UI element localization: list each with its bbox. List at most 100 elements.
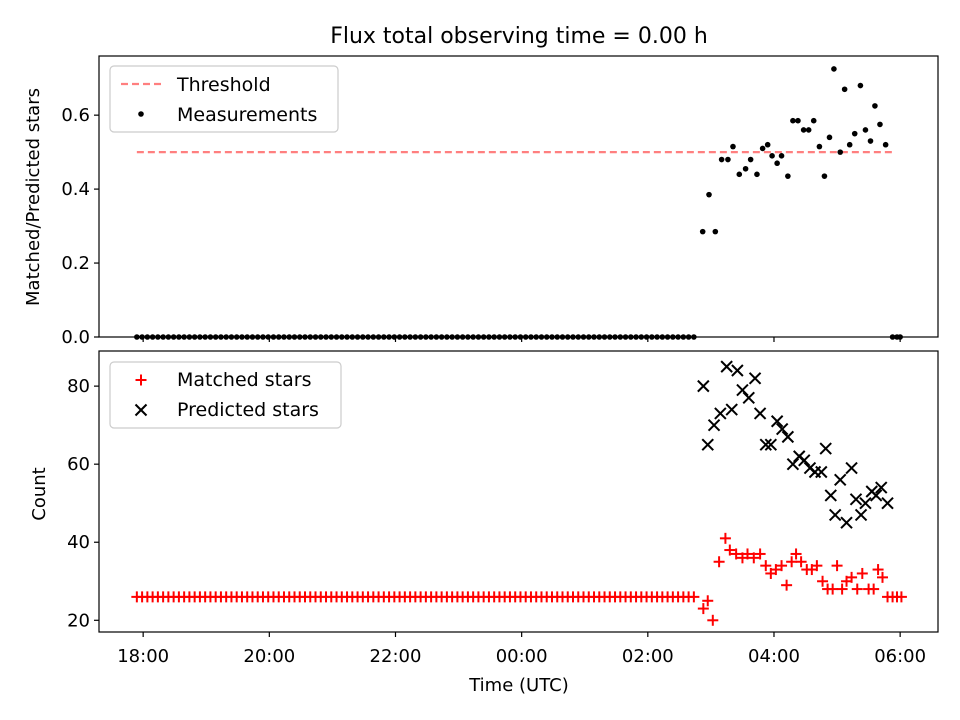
bottom-legend-box xyxy=(109,361,342,429)
predicted-star-point xyxy=(714,407,727,420)
matched-star-point xyxy=(876,571,888,583)
measurement-point xyxy=(778,153,785,159)
legend-matched-stars-label: Matched stars xyxy=(177,369,311,391)
y-tick-label: 0.6 xyxy=(61,105,90,126)
measurement-point xyxy=(706,191,712,198)
measurement-point xyxy=(764,141,771,148)
x-stroke-b xyxy=(834,473,847,486)
predicted-star-point xyxy=(764,438,778,451)
measurement-point xyxy=(851,130,858,137)
predicted-star-point xyxy=(753,407,767,420)
measurement-point xyxy=(699,228,706,235)
matched-star-point xyxy=(811,560,823,572)
x-stroke-b xyxy=(828,508,842,522)
x-stroke-b xyxy=(819,442,832,455)
x-stroke-b xyxy=(798,454,811,467)
x-stroke-b xyxy=(731,364,744,377)
x-stroke-b xyxy=(742,391,755,405)
measurement-point xyxy=(862,127,869,133)
measurement-point xyxy=(795,117,801,124)
measurement-point xyxy=(718,156,725,163)
bottom-panel: 20 40 60 80 18:00 20:00 22:00 00:00 02:00 04:00 0… xyxy=(29,350,939,667)
measurement-point xyxy=(846,141,853,148)
matched-star-point xyxy=(707,614,719,626)
matched-star-point xyxy=(817,575,829,587)
matched-star-point xyxy=(846,571,858,583)
x-tick-label: 02:00 xyxy=(622,646,674,667)
top-plot-frame xyxy=(98,55,939,338)
matched-star-point xyxy=(856,567,868,579)
measurement-point xyxy=(730,143,736,150)
x-stroke-b xyxy=(697,379,710,393)
y-tick-label: 20 xyxy=(67,610,90,631)
matched-star-point xyxy=(741,548,753,560)
x-tick-label: 22:00 xyxy=(370,646,422,667)
matched-star-point xyxy=(730,548,742,560)
x-stroke-b xyxy=(840,516,853,529)
predicted-star-point xyxy=(731,364,744,377)
top-y-ticks: 0.0 0.2 0.4 0.6 xyxy=(61,105,99,348)
x-stroke-b xyxy=(753,407,767,420)
x-tick-label: 04:00 xyxy=(748,646,800,667)
x-stroke-b xyxy=(854,508,868,522)
measurement-point xyxy=(826,134,833,141)
matched-star-point xyxy=(795,556,807,568)
predicted-star-point xyxy=(840,516,853,529)
measurement-point xyxy=(769,153,775,159)
measurement-point xyxy=(712,228,719,235)
y-tick-label: 0.2 xyxy=(61,253,90,274)
legend-predicted-stars-label: Predicted stars xyxy=(177,399,319,421)
matched-star-point xyxy=(836,583,848,595)
measurement-point xyxy=(821,173,828,179)
x-stroke-b xyxy=(707,418,721,432)
x-stroke-b xyxy=(845,461,858,475)
bottom-marks xyxy=(131,360,907,626)
legend-measurements-label: Measurements xyxy=(177,104,317,126)
legend-predicted-stars-swatch xyxy=(134,403,148,417)
predicted-star-point xyxy=(725,403,738,416)
top-legend: Threshold Measurements xyxy=(109,65,339,133)
bottom-plot-frame xyxy=(98,350,939,633)
matched-star-point xyxy=(760,560,772,572)
predicted-star-point xyxy=(854,508,868,522)
legend-measurements-swatch xyxy=(138,111,144,117)
bottom-legend: Matched stars Predicted stars xyxy=(109,361,342,429)
top-x-ticks xyxy=(142,337,901,342)
matched-star-point xyxy=(781,579,793,591)
matched-star-point xyxy=(724,544,736,556)
matched-star-point xyxy=(754,548,766,560)
predicted-star-point xyxy=(707,418,721,432)
x-tick-label: 00:00 xyxy=(496,646,548,667)
x-stroke-b xyxy=(748,372,762,385)
matched-star-point xyxy=(868,583,880,595)
y-tick-label: 0.4 xyxy=(61,179,90,200)
x-stroke-b xyxy=(720,360,733,373)
matched-star-point xyxy=(719,532,731,544)
matched-star-point xyxy=(790,548,802,560)
x-axis-label: Time (UTC) xyxy=(468,675,569,696)
matched-star-point xyxy=(851,583,863,595)
chart-title: Flux total observing time = 0.00 h xyxy=(330,24,708,49)
legend-matched-stars-swatch xyxy=(135,374,147,386)
predicted-star-point xyxy=(770,415,784,428)
measurement-point xyxy=(841,86,848,93)
predicted-star-point xyxy=(849,493,863,506)
measurement-point xyxy=(805,127,812,133)
measurement-point xyxy=(877,121,883,128)
predicted-star-point xyxy=(815,465,828,479)
bottom-y-ticks: 20 40 60 80 xyxy=(67,376,99,631)
measurement-point xyxy=(759,145,766,152)
predicted-star-point xyxy=(875,481,888,494)
predicted-star-point xyxy=(742,391,755,405)
matched-star-point xyxy=(895,591,907,603)
measurement-point xyxy=(816,143,823,150)
predicted-star-point xyxy=(859,497,872,510)
y-tick-label: 0.0 xyxy=(61,327,90,348)
x-stroke-b xyxy=(824,489,837,502)
measurement-point xyxy=(867,138,874,144)
x-stroke-b xyxy=(736,383,749,397)
predicted-star-point xyxy=(759,438,772,451)
x-stroke-b xyxy=(875,481,888,494)
measurement-point xyxy=(831,66,837,72)
